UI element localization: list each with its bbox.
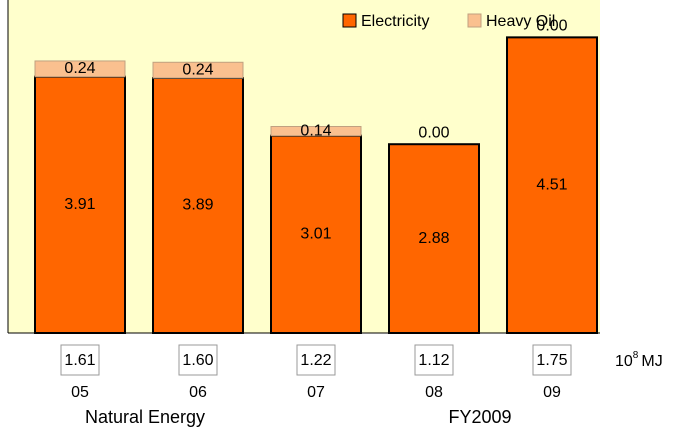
unit-exponent: 8 [633, 350, 639, 361]
value-label: 0.00 [536, 18, 567, 35]
legend-label: Electricity [361, 13, 429, 30]
total-label: 1.12 [418, 352, 449, 369]
total-label: 1.22 [300, 352, 331, 369]
x-tick-label: 08 [425, 384, 443, 401]
total-box [178, 344, 218, 376]
total-box [414, 344, 454, 376]
bar-segment [506, 36, 598, 335]
unit-label: 108 MJ [615, 350, 663, 371]
value-label: 4.51 [536, 176, 567, 193]
footer-right: FY2009 [448, 407, 511, 427]
x-tick-label: 06 [189, 384, 207, 401]
x-tick-label: 09 [543, 384, 561, 401]
value-label: 3.01 [300, 226, 331, 243]
value-label: 2.88 [418, 230, 449, 247]
value-label: 0.24 [64, 60, 95, 77]
bar-segment [270, 126, 362, 137]
total-box [60, 344, 100, 376]
unit-base: 10 [615, 353, 633, 370]
total-label: 1.75 [536, 352, 567, 369]
legend-swatch [467, 13, 482, 28]
footer-left: Natural Energy [85, 407, 205, 427]
value-label: 0.14 [300, 122, 331, 139]
bar-segment [152, 77, 244, 334]
total-box [532, 344, 572, 376]
total-box [296, 344, 336, 376]
value-label: 0.24 [182, 61, 213, 78]
legend-swatch [342, 13, 357, 28]
bar-segment [34, 60, 126, 78]
value-label: 3.89 [182, 197, 213, 214]
value-label: 0.00 [418, 124, 449, 141]
value-label: 3.91 [64, 196, 95, 213]
bar-segment [34, 75, 126, 334]
legend-label: Heavy Oil [486, 13, 555, 30]
unit-name: MJ [641, 353, 662, 370]
total-label: 1.60 [182, 352, 213, 369]
x-tick-label: 05 [71, 384, 89, 401]
total-label: 1.61 [64, 352, 95, 369]
bar-segment [152, 61, 244, 79]
x-tick-label: 07 [307, 384, 325, 401]
